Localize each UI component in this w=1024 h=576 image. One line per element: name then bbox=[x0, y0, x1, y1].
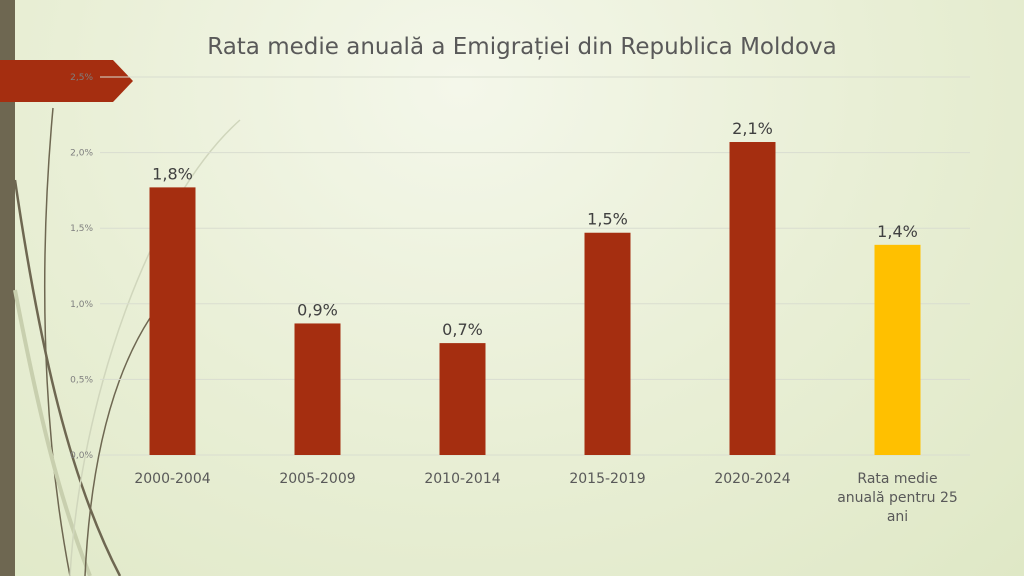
bar bbox=[149, 187, 196, 455]
x-tick-label: 2010-2014 bbox=[424, 471, 500, 487]
y-tick-label: 2,0% bbox=[70, 149, 93, 159]
y-tick-label: 1,5% bbox=[70, 224, 93, 234]
data-label: 1,4% bbox=[877, 222, 918, 241]
x-tick-label: 2005-2009 bbox=[279, 471, 355, 487]
data-label: 0,9% bbox=[297, 300, 338, 319]
x-tick-label: Rata medie anuală pentru 25 ani bbox=[837, 471, 958, 525]
data-label: 2,1% bbox=[732, 119, 773, 138]
y-tick-label: 2,5% bbox=[70, 73, 93, 83]
chart-title: Rata medie anuală a Emigrației din Repub… bbox=[207, 34, 837, 60]
bar bbox=[294, 323, 341, 455]
y-tick-label: 1,0% bbox=[70, 300, 93, 310]
bar bbox=[874, 244, 921, 455]
y-tick-label: 0,0% bbox=[70, 451, 93, 461]
data-label: 1,8% bbox=[152, 164, 193, 183]
data-label: 0,7% bbox=[442, 320, 483, 339]
x-tick-label: 2015-2019 bbox=[569, 471, 645, 487]
data-label: 1,5% bbox=[587, 210, 628, 229]
bar bbox=[584, 232, 631, 455]
left-bar bbox=[0, 0, 15, 576]
y-tick-label: 0,5% bbox=[70, 375, 93, 385]
accent-arrow bbox=[0, 60, 133, 102]
bar bbox=[729, 142, 776, 456]
bar bbox=[439, 343, 486, 455]
x-tick-label: 2020-2024 bbox=[714, 471, 790, 487]
x-tick-label: 2000-2004 bbox=[134, 471, 210, 487]
